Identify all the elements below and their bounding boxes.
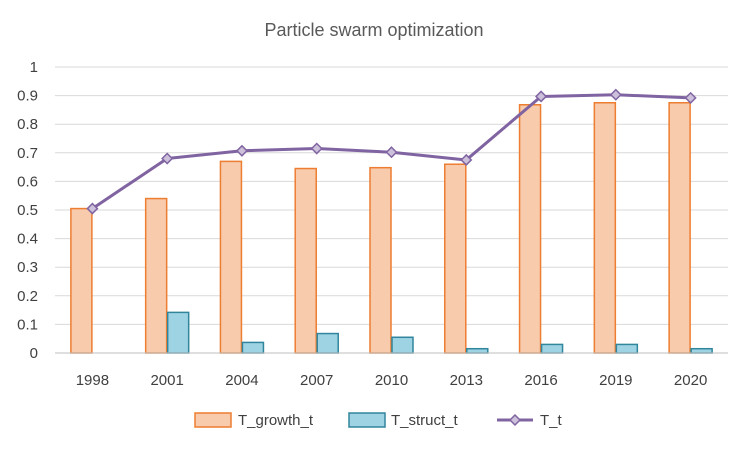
y-tick-label: 0.7 xyxy=(17,145,38,162)
legend-label: T_t xyxy=(540,412,563,429)
line-series xyxy=(86,88,697,215)
point-t-t-2016 xyxy=(534,90,548,103)
bar-t-struct-t-2004 xyxy=(241,341,265,354)
y-axis-tick-labels: 0 0.1 0.2 0.3 0.4 0.5 0.6 0.7 0.8 0.9 1 xyxy=(17,59,38,362)
bar-t-struct-t-2019 xyxy=(615,343,639,354)
y-tick-label: 0.9 xyxy=(17,88,38,105)
legend-swatch xyxy=(194,412,232,428)
point-t-t-2010 xyxy=(385,146,398,159)
y-tick-label: 0.5 xyxy=(17,202,38,219)
bar-t-growth-t-1998 xyxy=(70,207,93,354)
point-t-t-2001 xyxy=(161,152,174,165)
point-t-t-2020 xyxy=(684,91,697,104)
x-tick-label: 2013 xyxy=(450,372,483,389)
x-tick-label: 2007 xyxy=(300,372,333,389)
x-tick-label: 1998 xyxy=(76,372,109,389)
y-tick-label: 0.1 xyxy=(17,316,38,333)
legend-swatch xyxy=(348,412,386,428)
point-t-t-1998 xyxy=(86,202,99,215)
bar-t-growth-t-2007 xyxy=(294,167,317,354)
bar-t-struct-t-2013 xyxy=(466,347,489,354)
legend-item-t-t: T_t xyxy=(497,412,563,429)
x-tick-label: 2020 xyxy=(674,372,707,389)
bar-t-growth-t-2019 xyxy=(593,102,617,354)
legend-item-t-struct-t: T_struct_t xyxy=(348,412,459,429)
y-tick-label: 0.3 xyxy=(17,259,38,276)
bar-t-struct-t-2001 xyxy=(166,311,190,354)
y-tick-label: 1 xyxy=(30,59,38,76)
y-tick-label: 0.2 xyxy=(17,288,38,305)
bar-t-struct-t-2016 xyxy=(540,343,564,354)
bar-t-struct-t-2007 xyxy=(316,332,339,354)
x-tick-label: 2010 xyxy=(375,372,408,389)
point-t-t-2019 xyxy=(609,88,622,101)
legend-marker xyxy=(508,413,522,427)
bar-t-growth-t-2013 xyxy=(444,163,467,354)
x-tick-label: 2019 xyxy=(599,372,632,389)
bar-t-growth-t-2004 xyxy=(219,160,243,354)
y-tick-label: 0.6 xyxy=(17,173,38,190)
bar-t-growth-t-2020 xyxy=(668,102,691,354)
bar-t-struct-t-2020 xyxy=(690,347,713,354)
y-tick-label: 0.8 xyxy=(17,116,38,133)
bar-t-growth-t-2010 xyxy=(369,166,392,354)
y-tick-label: 0 xyxy=(30,345,38,362)
x-axis-tick-labels: 1998 2001 2004 2007 2010 2013 2016 2019 2020 xyxy=(76,372,708,389)
chart-title: Particle swarm optimization xyxy=(264,20,483,40)
legend: T_growth_t T_struct_t T_t xyxy=(194,412,563,429)
point-t-t-2013 xyxy=(460,153,473,167)
legend-item-t-growth-t: T_growth_t xyxy=(194,412,314,429)
point-t-t-2007 xyxy=(310,142,323,155)
bar-t-growth-t-2016 xyxy=(518,104,542,354)
legend-label: T_struct_t xyxy=(391,412,459,429)
bar-t-growth-t-2001 xyxy=(144,197,168,354)
x-tick-label: 2001 xyxy=(150,372,183,389)
bar-t-struct-t-2010 xyxy=(391,336,414,354)
x-tick-label: 2004 xyxy=(225,372,258,389)
x-tick-label: 2016 xyxy=(524,372,557,389)
bar-series xyxy=(70,102,713,354)
point-t-t-2004 xyxy=(235,144,249,157)
y-tick-label: 0.4 xyxy=(17,231,38,248)
legend-label: T_growth_t xyxy=(238,412,314,429)
